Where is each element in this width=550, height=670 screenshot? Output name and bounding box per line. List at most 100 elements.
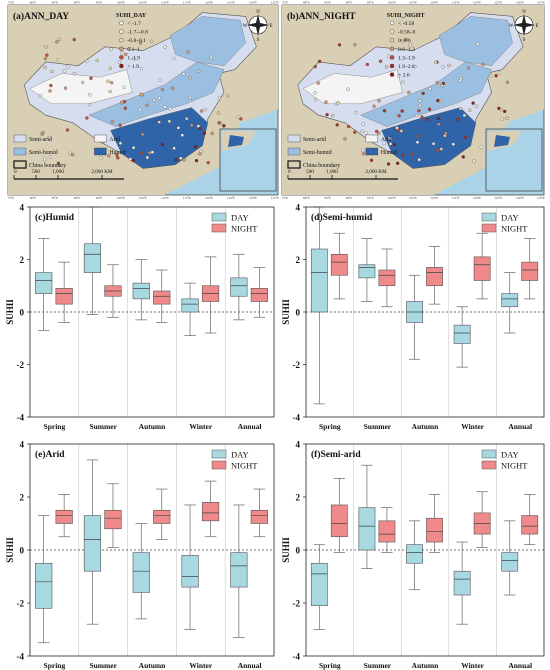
station-dot	[120, 100, 124, 104]
zone-swatch	[94, 134, 107, 143]
y-axis-label: SUHII	[5, 537, 15, 563]
y-tick-label: -2	[293, 599, 301, 609]
station-dot	[188, 75, 192, 80]
compass-rose	[513, 14, 535, 36]
station-dot	[441, 81, 446, 86]
station-dot	[401, 153, 405, 157]
station-dot	[145, 103, 149, 107]
box-night	[104, 509, 122, 530]
station-dot	[225, 93, 230, 98]
box-night	[55, 509, 73, 524]
station-dot	[447, 63, 451, 68]
box-day	[310, 562, 328, 606]
station-dot	[361, 122, 365, 126]
station-dot	[353, 130, 357, 134]
station-dot	[365, 62, 370, 67]
zone-label: Semi-arid	[303, 137, 326, 143]
lon-tick-top: 90°E	[74, 1, 80, 5]
x-tick-label: Winter	[189, 422, 212, 431]
lon-tick-bottom: 100°E	[388, 196, 396, 200]
y-tick-label: 4	[20, 440, 25, 450]
legend-swatch	[481, 223, 497, 233]
humid-zone	[110, 107, 209, 169]
lon-tick-top: 130°E	[249, 1, 257, 5]
station-dot	[400, 38, 404, 43]
station-dot	[459, 76, 463, 81]
zone-label: Arid	[109, 137, 120, 143]
x-tick-label: Spring	[44, 661, 66, 670]
box-day	[406, 544, 423, 564]
station-dot	[118, 123, 122, 127]
y-tick-label: 2	[20, 493, 25, 503]
scale-label: 2,000 KM	[365, 169, 387, 175]
station-dot	[337, 43, 342, 47]
lon-tick-bottom: 125°E	[227, 196, 235, 200]
y-axis-label: SUHII	[281, 537, 291, 563]
station-dot	[99, 156, 103, 160]
x-tick-label: Summer	[364, 661, 392, 670]
station-dot	[88, 93, 92, 97]
boxplot-panel-3: -4 -2 0 2 4 SUHII Spring Summer Autumn Winter Annu…	[281, 440, 545, 670]
lon-tick-top: 110°E	[430, 1, 438, 5]
station-dot	[392, 142, 397, 147]
station-dot	[335, 123, 339, 127]
lon-tick-bottom: 135°E	[537, 196, 545, 200]
legend-swatch	[481, 460, 497, 470]
station-dot	[140, 93, 144, 97]
lon-tick-bottom: 80°E	[30, 196, 36, 200]
station-dot	[500, 117, 504, 121]
zone-label: Humid	[109, 150, 125, 156]
station-dot	[182, 158, 186, 162]
y-axis-label: SUHII	[5, 299, 15, 325]
station-dot	[505, 80, 510, 85]
lon-tick-top: 105°E	[139, 1, 147, 5]
y-tick-label: 0	[296, 308, 301, 318]
compass-s: S	[257, 38, 260, 43]
station-dot	[497, 70, 502, 75]
station-dot	[182, 72, 186, 76]
station-dot	[157, 120, 161, 124]
legend-class-label: < -1.7	[127, 21, 141, 27]
legend-class-label: -0.58–0	[398, 30, 415, 36]
station-dot	[118, 141, 123, 145]
station-dot	[435, 148, 440, 153]
station-dot	[463, 135, 468, 139]
station-dot	[369, 158, 374, 163]
station-dot	[163, 45, 167, 49]
station-dot	[160, 142, 165, 147]
legend-swatch	[211, 212, 227, 222]
box-day	[132, 552, 150, 593]
boundary-swatch	[287, 160, 301, 169]
y-tick-label: 0	[296, 546, 301, 556]
y-tick-label: -4	[293, 413, 301, 423]
station-dot	[378, 59, 383, 63]
legend-class-label: > 2.6	[398, 73, 410, 79]
lon-tick-bottom: 100°E	[117, 196, 125, 200]
station-dot	[179, 156, 183, 160]
x-tick-label: Spring	[44, 422, 66, 431]
legend-label: DAY	[501, 213, 519, 223]
station-dot	[222, 124, 226, 128]
x-tick-label: Annual	[508, 422, 532, 431]
lon-tick-top: 75°E	[8, 1, 14, 5]
zone-swatch	[287, 147, 301, 156]
station-dot	[456, 117, 460, 122]
y-tick-label: -4	[17, 652, 25, 662]
lon-tick-bottom: 115°E	[183, 196, 191, 200]
lon-tick-bottom: 95°E	[367, 196, 373, 200]
station-dot	[117, 60, 121, 64]
lon-tick-top: 135°E	[271, 1, 279, 5]
station-dot	[43, 56, 47, 61]
x-tick-label: Winter	[461, 661, 484, 670]
station-dot	[325, 113, 329, 117]
station-dot	[336, 101, 340, 105]
station-dot	[404, 37, 409, 42]
legend-dot	[119, 63, 124, 69]
lon-tick-top: 80°E	[303, 1, 309, 5]
station-dot	[132, 57, 136, 61]
box-day	[83, 515, 102, 572]
station-dot	[62, 69, 67, 73]
box-day	[358, 264, 376, 279]
scale-label: 500	[306, 169, 314, 175]
zone-swatch	[287, 134, 301, 143]
